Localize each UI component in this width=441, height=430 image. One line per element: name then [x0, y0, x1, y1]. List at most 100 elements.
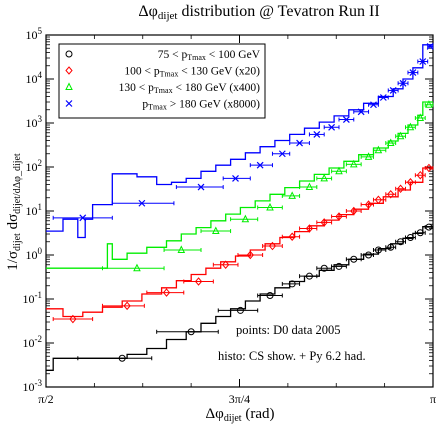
data-point-marker [419, 58, 427, 65]
data-point-marker [241, 214, 250, 223]
data-point-marker [350, 206, 358, 216]
data-point-marker [133, 263, 141, 272]
data-point-marker [335, 212, 343, 221]
legend-box [58, 43, 266, 119]
data-point-marker [370, 101, 377, 109]
legend-label-2: 130 < pTmax < 180 GeV (x400) [119, 82, 260, 95]
data-point-marker [399, 79, 407, 87]
data-point-marker [350, 255, 358, 263]
y-tick-label: 10-2 [23, 334, 43, 350]
data-point-marker [416, 229, 424, 237]
legend: 75 < pTmax < 100 GeV 100 < pTmax < 130 Ge… [58, 43, 266, 119]
legend-label-3: pTmax > 180 GeV (x8000) [142, 99, 260, 112]
data-point-marker [177, 245, 186, 253]
data-point-marker [335, 262, 343, 270]
x-tick-label: π [430, 392, 436, 406]
data-point-marker [349, 159, 358, 168]
data-point-marker [425, 223, 433, 231]
axis-ticks: 10-3 10-2 10-1 100 101 102 103 104 105 π/2 3π/4 π [23, 26, 437, 406]
data-point-marker [197, 183, 205, 191]
data-point-marker [397, 238, 405, 246]
data-point-marker [374, 145, 383, 154]
data-point-marker [118, 354, 126, 362]
x-axis-label: Δφdijet (rad) [206, 406, 275, 424]
annotation-points: points: D0 data 2005 [236, 323, 341, 337]
data-point-marker [187, 328, 195, 336]
x-tick-label: π/2 [38, 392, 53, 406]
chart-title: Δφdijet distribution @ Tevatron Run II [138, 3, 379, 22]
data-point-marker [374, 195, 383, 205]
data-point-marker [389, 86, 397, 94]
legend-label-1: 100 < pTmax < 130 GeV (x20) [124, 66, 260, 79]
data-point-marker [364, 152, 373, 160]
data-point-marker [396, 131, 405, 140]
series-2-points [101, 100, 434, 272]
data-point-marker [305, 182, 314, 191]
data-point-marker [406, 233, 414, 241]
data-point-marker [221, 260, 230, 270]
y-tick-label: 105 [26, 26, 43, 42]
annotation-histo: histo: CS show. + Py 6.2 had. [218, 349, 366, 363]
series-3-points [52, 42, 434, 222]
data-point-marker [409, 69, 417, 76]
data-point-marker [288, 232, 296, 242]
data-point-marker [335, 166, 343, 175]
data-point-marker [425, 163, 433, 173]
y-tick-label: 10-3 [23, 378, 43, 394]
data-point-marker [266, 202, 274, 211]
y-tick-label: 102 [26, 158, 43, 174]
data-point-marker [305, 224, 314, 233]
legend-marker-2 [65, 82, 73, 90]
data-point-marker [357, 108, 365, 116]
y-tick-label: 104 [26, 70, 43, 86]
data-point-marker [396, 184, 405, 194]
histogram-series-0 [46, 226, 433, 371]
data-point-marker [268, 241, 277, 251]
data-point-marker [426, 42, 434, 50]
data-point-marker [288, 191, 296, 199]
legend-marker-0 [65, 50, 73, 58]
series-1-points [52, 163, 434, 324]
data-point-marker [296, 139, 303, 147]
data-point-marker [69, 314, 77, 324]
y-tick-label: 10-1 [23, 290, 43, 306]
data-point-marker [342, 116, 350, 123]
y-tick-label: 103 [26, 114, 43, 130]
data-point-marker [328, 123, 336, 131]
data-point-marker [123, 301, 131, 311]
data-point-marker [416, 113, 425, 121]
data-point-marker [320, 264, 328, 272]
data-point-marker [386, 138, 395, 147]
data-point-marker [162, 288, 171, 297]
data-point-marker [288, 280, 296, 288]
data-point-marker [387, 190, 395, 199]
y-tick-label: 100 [26, 246, 43, 262]
data-point-marker [313, 130, 321, 138]
data-point-marker [379, 94, 387, 101]
data-points [52, 42, 434, 362]
x-tick-label: 3π/4 [229, 392, 250, 406]
histogram-series-1 [46, 167, 433, 318]
data-point-marker [256, 161, 264, 169]
data-point-marker [305, 272, 313, 280]
data-point-marker [406, 177, 415, 187]
data-point-marker [365, 251, 373, 259]
data-point-marker [425, 100, 433, 108]
data-point-marker [387, 243, 395, 251]
legend-marker-1 [65, 66, 73, 75]
data-point-marker [232, 174, 239, 182]
data-point-marker [266, 292, 274, 300]
data-point-marker [416, 170, 424, 180]
data-point-marker [194, 277, 203, 286]
data-point-marker [211, 226, 220, 235]
data-point-marker [236, 306, 244, 314]
data-point-marker [320, 218, 328, 227]
y-tick-label: 101 [26, 202, 43, 218]
data-point-marker [374, 246, 382, 254]
histogram-series-2 [46, 101, 433, 269]
data-point-marker [79, 214, 87, 222]
series-0-points [77, 223, 434, 362]
data-point-marker [320, 173, 329, 182]
y-axis-label: 1/σdijet dσdijet/dΔφ_dijet [5, 153, 23, 271]
